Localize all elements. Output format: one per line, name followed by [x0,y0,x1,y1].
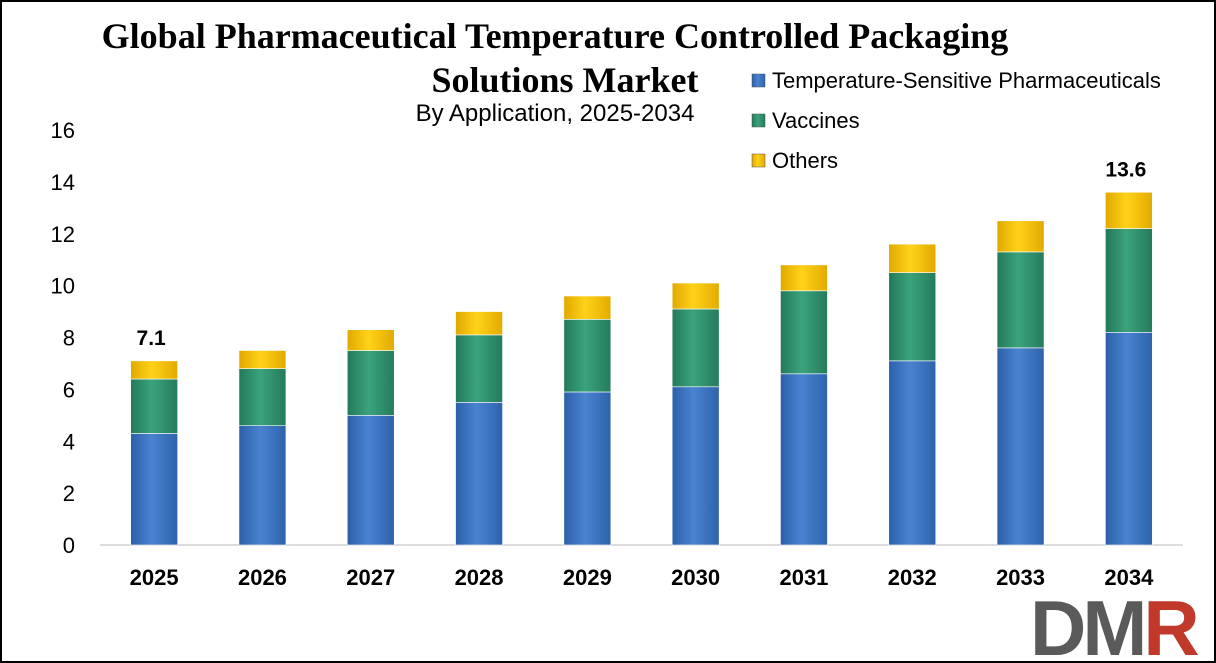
bar-segment-2030-others [671,282,720,310]
y-tick-label: 6 [63,377,75,402]
chart-labels: 2025 2026 2027 2028 2029 2030 2031 2032 2033 2034… [130,158,1154,590]
bar-segment-2026-vaccines [238,368,287,426]
bar-segment-2028-temperature-sensitive-pharmaceuticals [455,402,503,546]
y-tick-label: 12 [51,222,75,247]
bar-segment-2030-temperature-sensitive-pharmaceuticals [671,386,720,546]
y-tick-label: 8 [63,326,75,351]
bar-segment-2029-temperature-sensitive-pharmaceuticals [563,391,612,546]
bar-segment-2031-others [780,264,828,292]
x-tick-label: 2025 [130,565,179,590]
y-tick-label: 14 [51,170,75,195]
y-tick-label: 10 [51,274,75,299]
bar-segment-2033-temperature-sensitive-pharmaceuticals [996,347,1045,546]
x-tick-label: 2027 [346,565,395,590]
bar-segment-2029-vaccines [563,319,612,393]
bar-segment-2027-others [346,329,395,351]
dmr-logo: DMR [1030,584,1202,663]
bar-segment-2027-vaccines [346,350,395,416]
x-tick-label: 2030 [671,565,720,590]
bar-segment-2028-vaccines [455,334,503,403]
bar-segment-2031-vaccines [780,290,828,375]
bar-segment-2026-temperature-sensitive-pharmaceuticals [238,425,287,546]
bar-segment-2032-temperature-sensitive-pharmaceuticals [888,360,937,546]
logo-letters: DMR [1030,584,1198,663]
legend-swatch-temperature-sensitive-pharmaceuticals [751,73,766,88]
bar-segment-2030-vaccines [671,308,720,388]
bar-segment-2033-others [996,220,1045,253]
x-tick-label: 2029 [563,565,612,590]
y-tick-label: 4 [63,429,75,454]
bar-segment-2029-others [563,295,612,320]
bar-segment-2031-temperature-sensitive-pharmaceuticals [780,373,828,546]
bar-segment-2025-others [130,360,178,380]
bar-segment-2032-others [888,243,937,273]
legend-swatch-vaccines [751,113,766,128]
bar-segment-2034-others [1105,191,1153,229]
data-label-2034: 13.6 [1105,158,1146,181]
y-tick-label: 0 [63,533,75,558]
bar-segment-2033-vaccines [996,251,1045,349]
bar-segment-2032-vaccines [888,272,937,362]
bar-segment-2028-others [455,311,503,336]
legend-swatch-others [751,153,766,168]
x-tick-label: 2032 [888,565,937,590]
legend-label: Vaccines [772,108,860,133]
bar-segment-2034-temperature-sensitive-pharmaceuticals [1105,332,1153,546]
x-tick-label: 2034 [1104,565,1154,590]
chart-title: Global Pharmaceutical Temperature Contro… [40,14,1070,102]
y-tick-label: 2 [63,481,75,506]
x-tick-label: 2033 [996,565,1045,590]
bar-segment-2026-others [238,350,287,369]
data-label-2025: 7.1 [137,327,167,350]
x-tick-label: 2031 [779,565,828,590]
bar-segment-2025-temperature-sensitive-pharmaceuticals [130,433,178,546]
x-tick-label: 2026 [238,565,287,590]
x-tick-label: 2028 [455,565,504,590]
y-tick-label: 16 [51,118,75,143]
chart-legend: Temperature-Sensitive Pharmaceuticals Vac… [751,68,1161,173]
legend-label: Temperature-Sensitive Pharmaceuticals [772,68,1161,93]
bar-segment-2034-vaccines [1105,228,1153,333]
legend-label: Others [772,148,838,173]
bar-segment-2025-vaccines [130,378,178,434]
chart-bars [130,191,1153,546]
chart-title-line-1: Global Pharmaceutical Temperature Contro… [101,16,1009,56]
chart-title-line-2: Solutions Market [431,60,699,100]
bar-segment-2027-temperature-sensitive-pharmaceuticals [346,415,395,546]
chart-subtitle: By Application, 2025-2034 [415,100,695,127]
